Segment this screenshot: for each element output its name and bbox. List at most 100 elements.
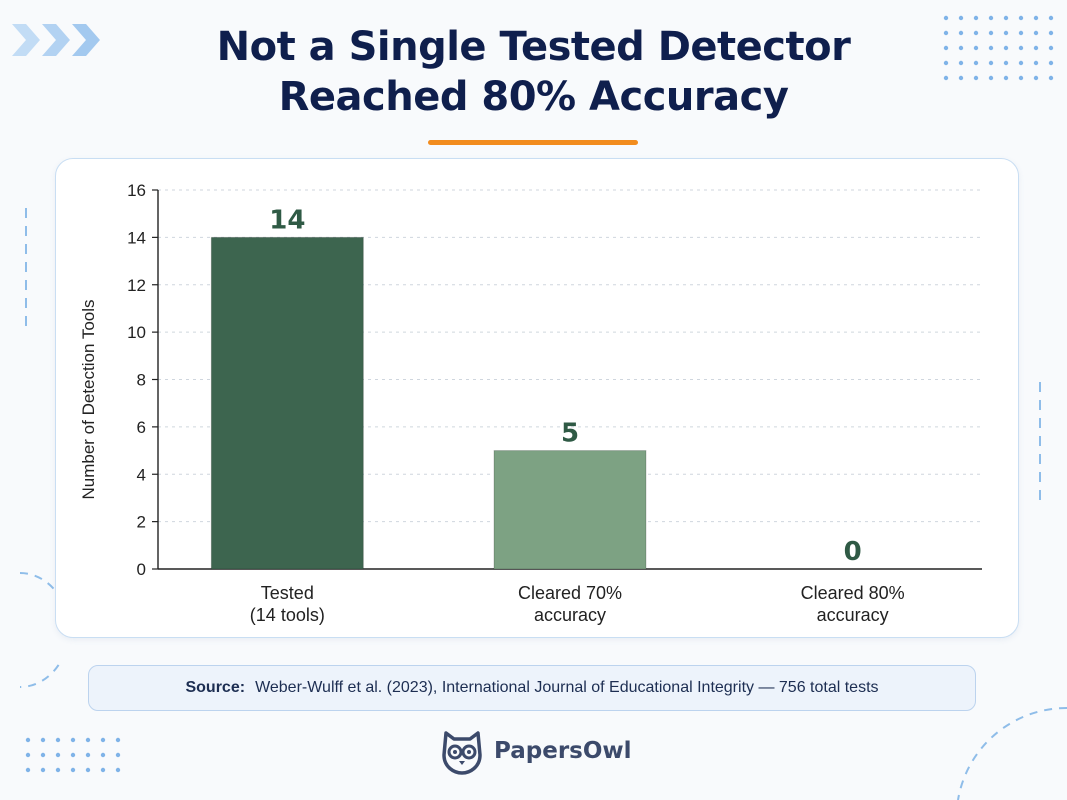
bar-value-label: 14 [269,205,305,235]
decor-dot [973,45,979,51]
decor-dot [115,737,121,743]
decor-dot [55,767,61,773]
decor-dot [943,45,949,51]
decor-dot [55,737,61,743]
source-label: Source: [185,679,246,696]
decor-dot [988,15,994,21]
decor-dot [85,767,91,773]
decor-dot [958,30,964,36]
decor-dot [25,767,31,773]
x-category-label: accuracy [534,605,606,625]
decor-dot [973,30,979,36]
y-tick-label: 14 [127,228,146,247]
decor-dot [1048,75,1054,81]
title-underline [428,140,638,145]
y-tick-label: 2 [137,513,146,532]
decor-dot [1003,15,1009,21]
dashed-line-decoration-left [25,208,27,328]
decor-dot [943,15,949,21]
y-tick-label: 0 [137,560,146,579]
decor-dot [1033,75,1039,81]
x-category-label: Cleared 70% [518,583,622,603]
decor-dot [40,767,46,773]
decor-dot [115,752,121,758]
owl-icon [442,731,482,775]
x-category-label: accuracy [817,605,889,625]
decor-dot [1033,30,1039,36]
decor-dot [958,60,964,66]
decor-dot [1018,45,1024,51]
y-tick-label: 8 [137,371,146,390]
decor-dot [1003,45,1009,51]
decor-dot [1003,30,1009,36]
x-category-label: Cleared 80% [801,583,905,603]
y-tick-label: 12 [127,276,146,295]
decor-dot [1033,45,1039,51]
decor-dot [988,75,994,81]
x-category-label: (14 tools) [250,605,325,625]
decor-dot [70,737,76,743]
bar-value-label: 0 [844,537,862,567]
brand-logo: PapersOwl [440,727,632,775]
decor-dot [40,752,46,758]
dashed-arc-decoration-bottom-right [957,706,1067,800]
decor-dot [958,75,964,81]
decor-dot [1018,60,1024,66]
dot-grid-decoration-bottom-left [25,737,121,773]
decor-dot [973,60,979,66]
dashed-arc-decoration-bottom-left [19,572,60,688]
decor-dot [1018,75,1024,81]
decor-dot [100,737,106,743]
decor-dot [70,752,76,758]
y-tick-label: 4 [137,465,146,484]
decor-dot [988,45,994,51]
decor-dot [1033,60,1039,66]
chevron-decoration-icon [12,24,100,56]
decor-dot [988,60,994,66]
decor-dot [85,737,91,743]
decor-dot [115,767,121,773]
decor-dot [1048,15,1054,21]
dashed-line-decoration-right [1039,382,1041,508]
decor-dot [1048,30,1054,36]
decor-dot [943,60,949,66]
source-text: Weber-Wulff et al. (2023), International… [255,679,879,696]
decor-dot [55,752,61,758]
title-line-2: Reached 80% Accuracy [278,74,789,120]
y-tick-label: 10 [127,323,146,342]
decor-dot [958,15,964,21]
decor-dot [943,30,949,36]
decor-dot [973,15,979,21]
decor-dot [1048,45,1054,51]
decor-dot [988,30,994,36]
decor-dot [1003,60,1009,66]
brand-name: PapersOwl [494,738,632,764]
decor-dot [100,767,106,773]
decor-dot [1018,30,1024,36]
chart-card: 0 2 4 6 8 10 12 14 16 Number of Detection Tools 14… [55,158,1019,638]
y-tick-label: 6 [137,418,146,437]
decor-dot [70,767,76,773]
x-category-label: Tested [261,583,314,603]
y-tick-label: 16 [127,181,146,200]
decor-dot [85,752,91,758]
decor-dot [25,752,31,758]
decor-dot [973,75,979,81]
decor-dot [1033,15,1039,21]
bar-value-label: 5 [561,419,579,449]
source-box: Source: Weber-Wulff et al. (2023), Inter… [88,665,976,711]
decor-dot [1048,60,1054,66]
bar-chart: 0 2 4 6 8 10 12 14 16 Number of Detection Tools 14… [79,181,982,625]
decor-dot [943,75,949,81]
decor-dot [1003,75,1009,81]
decor-dot [958,45,964,51]
title-line-1: Not a Single Tested Detector [216,24,851,70]
page-title: Not a Single Tested Detector Reached 80%… [0,22,1067,122]
y-axis-title: Number of Detection Tools [79,299,98,499]
decor-dot [25,737,31,743]
decor-dot [40,737,46,743]
bar [210,236,364,570]
decor-dot [1018,15,1024,21]
dot-grid-decoration-top-right [943,15,1054,81]
decor-dot [100,752,106,758]
